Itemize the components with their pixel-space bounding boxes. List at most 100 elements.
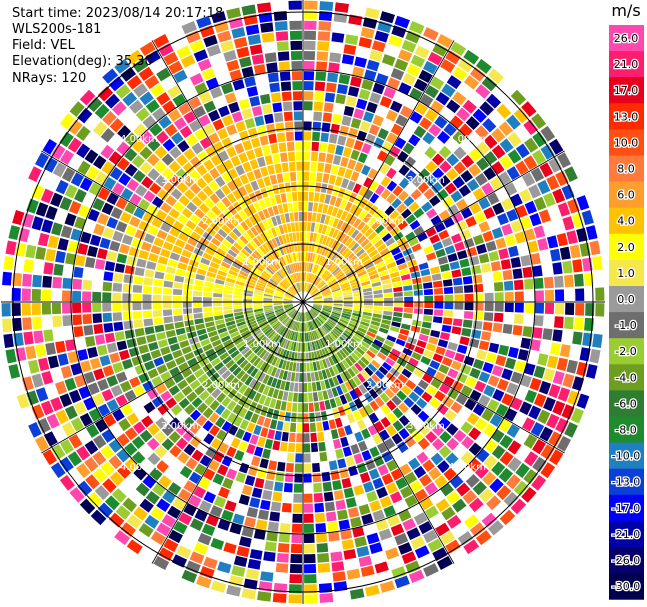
velocity-gate <box>328 356 335 366</box>
velocity-gate <box>368 124 380 136</box>
velocity-gate <box>564 422 578 438</box>
velocity-gate <box>333 327 342 336</box>
velocity-gate <box>530 252 541 265</box>
velocity-gate <box>504 302 514 313</box>
velocity-gate <box>210 237 221 247</box>
velocity-gate <box>523 278 534 290</box>
velocity-gate <box>534 290 544 302</box>
velocity-gate <box>523 434 538 449</box>
velocity-gate <box>284 472 294 483</box>
velocity-gate <box>314 330 319 339</box>
velocity-gate <box>492 202 505 215</box>
velocity-gate <box>267 229 274 239</box>
velocity-gate <box>35 202 49 217</box>
velocity-gate <box>170 404 183 416</box>
velocity-gate <box>379 429 390 441</box>
velocity-gate <box>289 564 302 574</box>
velocity-gate <box>303 473 312 483</box>
velocity-gate <box>258 372 266 383</box>
velocity-gate <box>153 356 165 367</box>
velocity-gate <box>206 383 217 394</box>
velocity-gate <box>321 309 331 314</box>
velocity-gate <box>151 196 164 208</box>
velocity-gate <box>304 30 317 40</box>
velocity-gate <box>285 340 291 350</box>
velocity-gate <box>181 569 198 583</box>
velocity-gate <box>135 107 150 122</box>
velocity-gate <box>281 431 289 442</box>
velocity-gate <box>439 430 452 444</box>
velocity-gate <box>2 318 12 333</box>
velocity-gate <box>175 268 186 277</box>
velocity-gate <box>35 152 50 169</box>
velocity-gate <box>162 287 173 295</box>
velocity-gate <box>278 270 285 278</box>
velocity-gate <box>338 74 351 85</box>
velocity-gate <box>213 288 223 294</box>
velocity-gate <box>354 362 363 372</box>
velocity-gate <box>444 245 456 255</box>
velocity-gate <box>398 164 410 176</box>
velocity-gate <box>463 311 474 320</box>
velocity-gate <box>194 463 207 476</box>
velocity-gate <box>92 155 107 170</box>
velocity-gate <box>324 399 332 410</box>
velocity-gate <box>126 539 143 555</box>
velocity-gate <box>138 66 154 81</box>
velocity-gate <box>355 267 366 275</box>
velocity-gate <box>122 293 132 302</box>
velocity-gate <box>119 349 130 361</box>
velocity-gate <box>112 182 125 196</box>
velocity-gate <box>284 305 294 309</box>
velocity-gate <box>122 497 138 513</box>
velocity-gate <box>179 125 193 139</box>
velocity-gate <box>144 326 155 335</box>
velocity-gate <box>469 66 486 82</box>
velocity-gate <box>316 317 323 325</box>
velocity-gate <box>303 101 313 111</box>
velocity-gate <box>163 181 175 194</box>
velocity-gate <box>458 184 471 197</box>
velocity-gate <box>237 324 248 331</box>
velocity-gate <box>266 531 278 542</box>
velocity-gate <box>204 316 214 323</box>
velocity-gate <box>5 240 17 256</box>
velocity-gate <box>249 355 259 364</box>
velocity-gate <box>205 446 217 459</box>
velocity-gate <box>328 62 340 73</box>
velocity-gate <box>73 326 84 338</box>
velocity-gate <box>438 364 450 375</box>
velocity-gate <box>305 342 308 352</box>
velocity-gate <box>297 403 303 413</box>
velocity-gate <box>256 359 265 369</box>
velocity-gate <box>304 553 316 564</box>
velocity-gate <box>484 292 494 302</box>
velocity-gate <box>314 502 325 513</box>
velocity-gate <box>303 513 314 523</box>
velocity-gate <box>103 322 114 333</box>
velocity-gate <box>275 290 285 295</box>
velocity-gate <box>303 222 307 232</box>
velocity-gate <box>328 174 337 185</box>
velocity-gate <box>309 331 314 341</box>
velocity-gate <box>271 356 278 366</box>
velocity-gate <box>263 303 273 306</box>
velocity-gate <box>283 303 293 306</box>
velocity-gate <box>187 357 198 367</box>
velocity-gate <box>429 360 441 370</box>
velocity-gate <box>322 173 330 184</box>
velocity-gate <box>278 369 285 380</box>
velocity-gate <box>285 318 292 327</box>
velocity-gate <box>263 230 271 241</box>
velocity-gate <box>442 279 453 287</box>
velocity-gate <box>282 223 288 234</box>
velocity-gate <box>266 123 276 134</box>
velocity-gate <box>70 362 82 376</box>
velocity-gate <box>320 312 329 319</box>
velocity-gate <box>270 92 282 103</box>
velocity-gate <box>292 513 303 523</box>
velocity-gate <box>391 198 402 209</box>
velocity-gate <box>364 262 375 270</box>
velocity-gate <box>233 416 243 427</box>
velocity-gate <box>171 554 188 568</box>
